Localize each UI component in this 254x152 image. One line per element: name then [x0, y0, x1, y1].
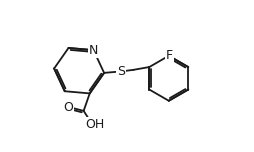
Text: OH: OH: [85, 118, 104, 131]
Text: S: S: [117, 65, 125, 78]
Text: N: N: [89, 44, 98, 57]
Text: O: O: [64, 101, 73, 114]
Text: F: F: [166, 48, 173, 62]
